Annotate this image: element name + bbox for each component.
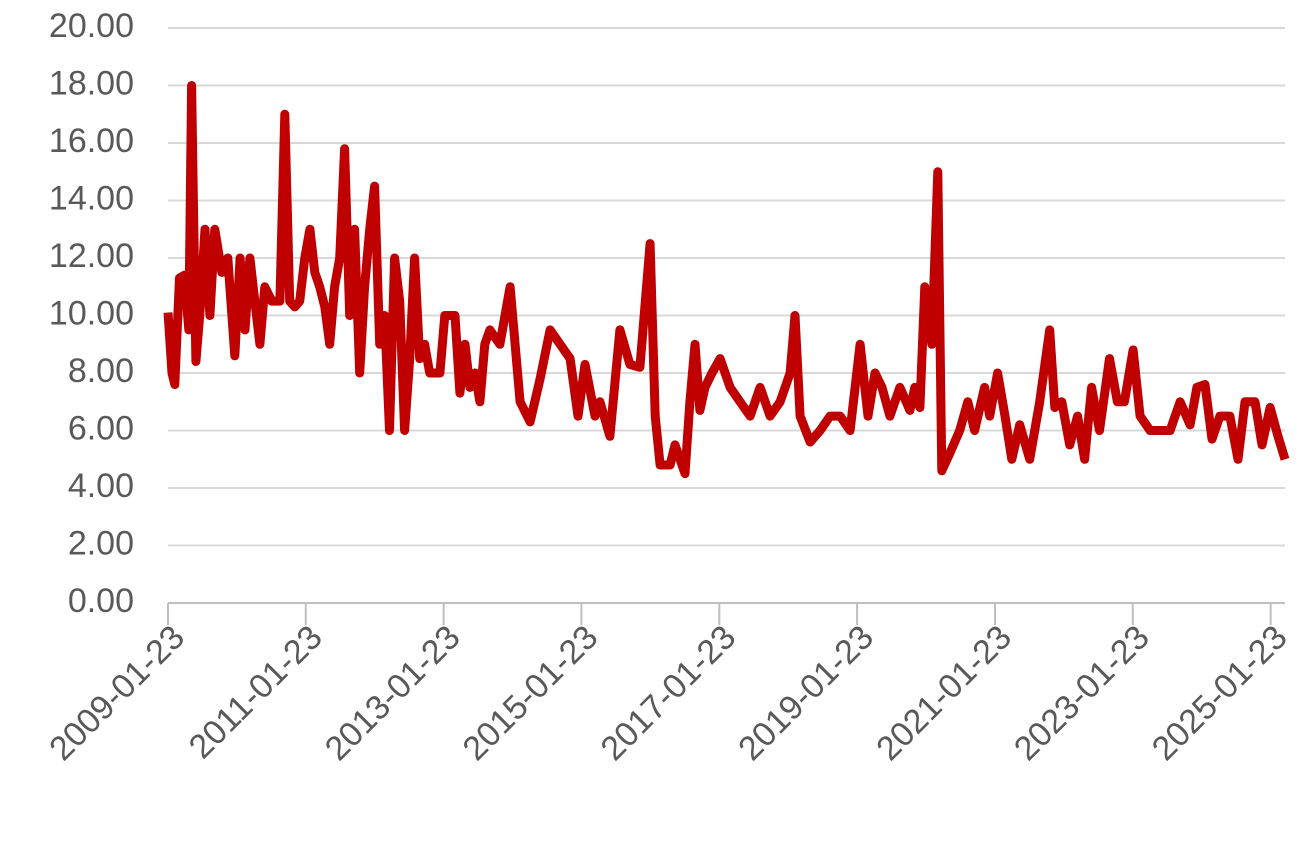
x-tick-label: 2019-01-23 <box>731 618 881 768</box>
x-tick-label: 2011-01-23 <box>182 618 330 766</box>
x-tick-label: 2013-01-23 <box>318 618 468 768</box>
y-tick-label: 0.00 <box>68 582 134 620</box>
y-tick-label: 6.00 <box>68 409 134 447</box>
y-tick-label: 20.00 <box>49 7 134 45</box>
y-tick-label: 16.00 <box>49 122 134 160</box>
data-line <box>163 81 1290 479</box>
x-tick-label: 2023-01-23 <box>1007 618 1157 768</box>
x-tick-label: 2021-01-23 <box>869 618 1019 768</box>
x-tick-label: 2009-01-23 <box>42 618 192 768</box>
y-tick-label: 14.00 <box>49 179 134 217</box>
x-tick-label: 2015-01-23 <box>456 618 606 768</box>
x-tick-label: 2017-01-23 <box>593 618 743 768</box>
x-tick-label: 2025-01-23 <box>1145 618 1295 768</box>
y-tick-label: 2.00 <box>68 524 134 562</box>
y-tick-label: 4.00 <box>68 467 134 505</box>
y-tick-label: 18.00 <box>49 64 134 102</box>
y-tick-label: 8.00 <box>68 352 134 390</box>
y-tick-label: 12.00 <box>49 237 134 275</box>
y-tick-label: 10.00 <box>49 294 134 332</box>
